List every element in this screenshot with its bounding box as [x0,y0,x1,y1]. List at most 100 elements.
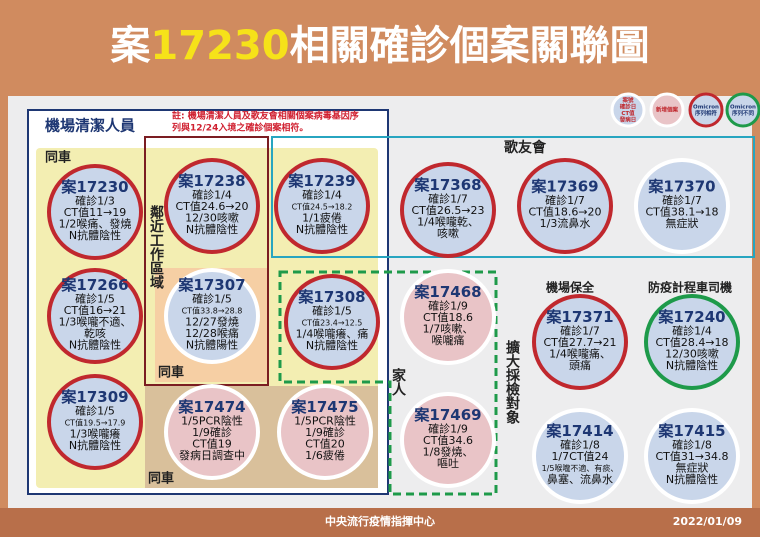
case-detail: 無症狀 [676,460,709,474]
case-detail: CT值24.5→18.2 [292,201,353,211]
case-detail: 確診1/7 [560,323,600,337]
legend-text: CT值 [621,109,635,117]
case-id: 案17475 [290,398,358,416]
legend-text: 新增個案 [656,106,679,114]
case-detail: 乾咳 [84,326,106,340]
legend-circle [649,92,685,128]
legend-text: 序列相符 [694,109,718,117]
case-circle [634,158,730,254]
case-detail: N抗體陰性 [666,472,718,486]
case-circle [644,294,740,390]
case-detail: 確診1/5 [75,292,115,306]
note: 列與12/24入境之確診個案相符。 [172,122,308,134]
footer-org: 中央流行疫情指揮中心 [325,514,435,528]
case-detail: 確診1/5 [312,303,352,317]
title-prefix: 案 [110,23,151,69]
case-id: 案17239 [287,172,355,190]
case-detail: 12/30咳嗽 [665,346,719,360]
case-circle [164,158,260,254]
case-detail: 確診1/3 [75,193,115,207]
concert-box [271,136,755,258]
case-detail: 確診1/4 [302,187,342,201]
case-circle [517,158,613,254]
case-detail: 喉嚨痛 [432,333,465,347]
case-id: 案17266 [60,276,128,294]
case-detail: N抗體陰性 [296,222,348,236]
legend-text: 序列不同 [731,109,755,117]
case-detail: 12/27發燒 [185,315,239,329]
case-detail: 確診1/4 [672,323,712,337]
case-detail: CT值24.6→20 [175,200,248,213]
case-id: 案17468 [413,283,481,301]
case-id: 案17474 [177,398,245,416]
case-id: 案17240 [657,308,725,326]
case-circle [47,268,143,364]
case-circle [284,274,380,370]
case-detail: N抗體陰性 [69,228,121,242]
case-circle [532,294,628,390]
case-id: 案17414 [545,422,613,440]
case-detail: 1/7CT值24 [551,450,608,463]
case-detail: 確診1/7 [662,193,702,207]
case-detail: CT值18.6→20 [528,206,601,219]
case-id: 案17308 [297,288,365,306]
case-detail: 1/5PCR陰性 [294,413,356,427]
case-detail: N抗體陰性 [666,358,718,372]
case-detail: CT值38.1→18 [645,206,718,219]
case-detail: 1/8發燒、 [423,444,474,458]
case-circle [400,162,496,258]
case-detail: 確診1/8 [560,437,600,451]
case-detail: 無症狀 [666,216,699,230]
case-id: 案17371 [545,308,613,326]
case-detail: 1/5喉嚨不適、有痰、 [542,463,619,473]
group-label: 同車 [148,471,174,487]
title-suffix: 相關確診個案關聯圖 [290,23,650,69]
title: 案17230相關確診個案關聯圖 [110,23,649,69]
case-id: 案17415 [657,422,725,440]
case-circle [644,408,740,504]
case-detail: 鼻塞、流鼻水 [547,472,613,486]
legend-circle [725,92,760,128]
case-id: 案17309 [60,388,128,406]
case-detail: CT值18.6 [423,311,473,324]
case-detail: 1/1疲倦 [302,210,342,224]
case-circle [164,268,260,364]
case-circle [400,269,496,365]
case-detail: 確診1/8 [672,437,712,451]
case-id: 案17469 [413,406,481,424]
case-detail: CT值27.7→21 [543,336,616,349]
group-label: 歌友會 [504,139,547,156]
legend-text: Omicron [693,104,719,110]
case-circle [47,374,143,470]
case-detail: 確診1/7 [428,191,468,205]
case-detail: CT值20 [305,437,344,450]
case-id: 案17238 [177,172,245,190]
legend-text: Omicron [730,104,756,110]
case-detail: CT值19.5→17.9 [65,417,126,427]
case-detail: 1/4喉嚨癢、痛 [296,326,369,340]
case-detail: 頭痛 [569,358,591,372]
case-detail: 1/6疲倦 [305,448,345,462]
case-detail: N抗體陽性 [186,338,238,352]
case-circle [164,384,260,480]
case-detail: 12/28喉痛 [185,326,239,340]
case-id: 案17368 [413,176,481,194]
case-detail: N抗體陰性 [306,338,358,352]
case-detail: 1/9確診 [192,425,232,439]
case-detail: CT值28.4→18 [655,336,728,349]
case-detail: CT值31→34.8 [655,450,728,463]
case-id: 案17307 [177,276,245,294]
group-label: 防疫計程車司機 [648,280,732,295]
case-detail: CT值26.5→23 [411,204,484,217]
case-detail: CT值11→19 [64,206,127,219]
case-circle [274,158,370,254]
legend-text: 發病日 [619,115,637,123]
case-detail: CT值16→21 [64,304,127,317]
case-detail: 咳嗽 [437,226,459,240]
case-detail: CT值34.6 [423,434,473,447]
footer-date: 2022/01/09 [673,515,742,528]
legend-circle [610,92,646,128]
title-number: 17230 [150,23,289,69]
case-detail: 確診1/4 [192,187,232,201]
